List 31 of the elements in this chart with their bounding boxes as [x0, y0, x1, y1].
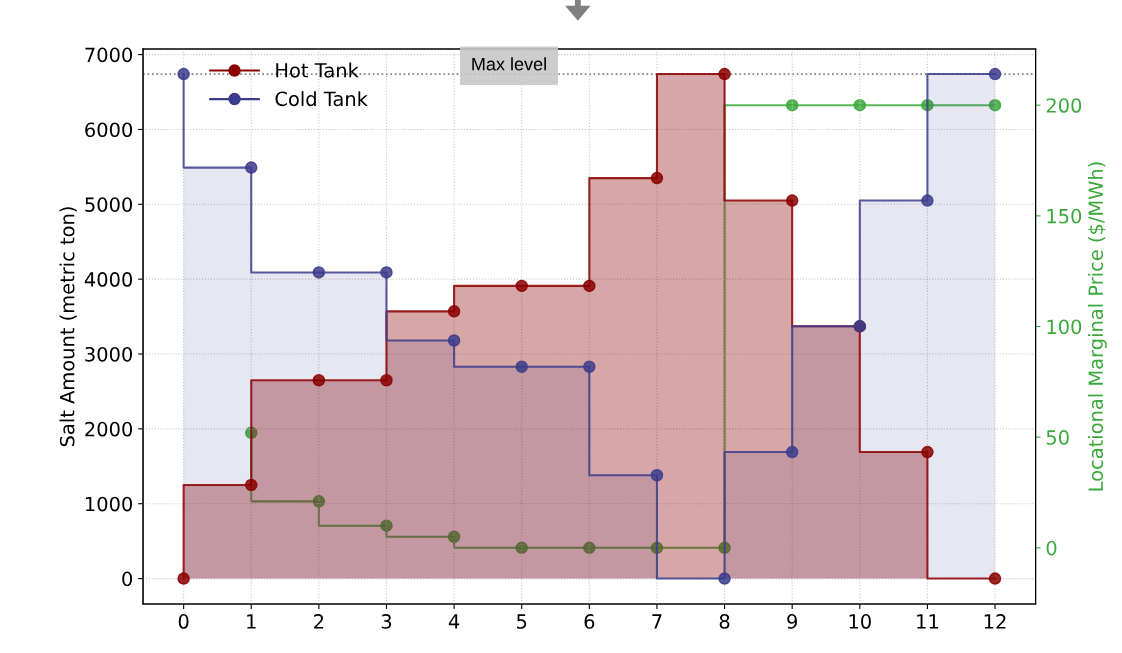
- ref-line-label: Max level: [472, 57, 546, 71]
- x-tick-label: 7: [652, 614, 662, 629]
- y-tick-label: 5000: [85, 197, 133, 212]
- x-tick-label: 2: [314, 614, 324, 629]
- y-tick-label: 7000: [85, 47, 133, 63]
- x-tick-label: 1: [247, 614, 256, 629]
- x-tick-label: 6: [584, 614, 595, 629]
- y-tick-label: 4000: [84, 272, 133, 287]
- legend-label: Hot Tank: [276, 62, 359, 78]
- x-tick-label: 3: [381, 614, 392, 629]
- x-tick-label: 4: [448, 614, 460, 629]
- x-tick-label: 8: [719, 614, 730, 629]
- y-tick-label: 0: [122, 571, 133, 587]
- x-tick-label: 5: [517, 614, 527, 629]
- y-axis-title: Salt Amount (metric ton): [59, 207, 77, 447]
- y-tick-label: 2000: [85, 421, 133, 437]
- y-tick-label: 3000: [85, 346, 133, 362]
- y-tick-label: 1000: [85, 496, 133, 512]
- y2-tick-label: 200: [1046, 98, 1082, 113]
- x-tick-label: 12: [984, 614, 1006, 629]
- y2-axis-title: Locational Marginal Price ($/MWh): [1088, 162, 1107, 491]
- y2-tick-label: 150: [1047, 208, 1082, 224]
- x-tick-label: 10: [849, 614, 871, 629]
- x-tick-label: 11: [917, 614, 938, 629]
- y-tick-label: 6000: [85, 122, 133, 138]
- y2-tick-label: 100: [1047, 319, 1082, 335]
- x-tick-label: 0: [178, 614, 189, 629]
- x-tick-label: 9: [787, 614, 797, 629]
- legend-label: Cold Tank: [275, 91, 368, 107]
- y2-tick-label: 0: [1046, 540, 1057, 556]
- y2-tick-label: 50: [1046, 430, 1069, 445]
